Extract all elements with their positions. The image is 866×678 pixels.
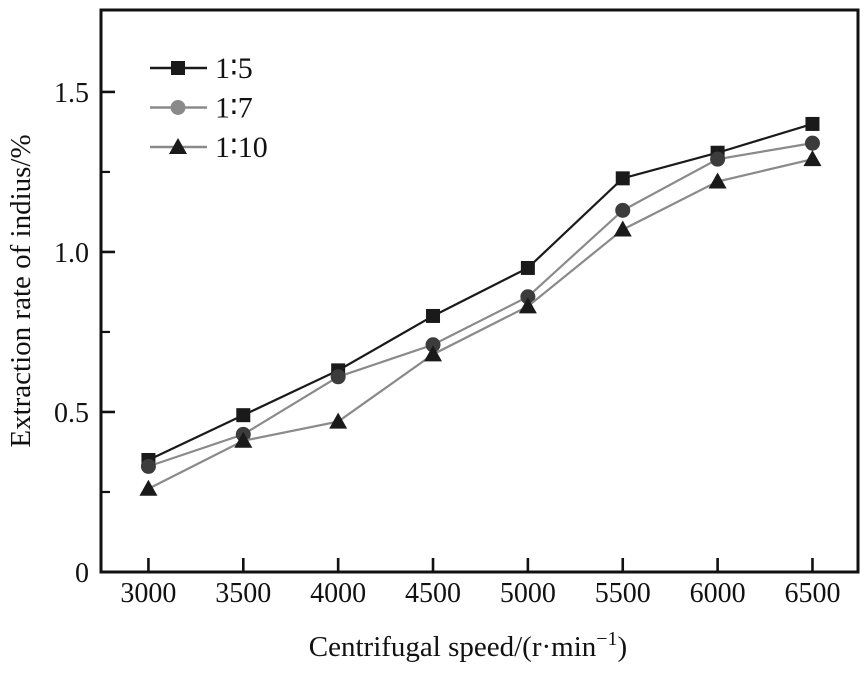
- data-point-triangle-marker: [708, 172, 727, 189]
- legend-square-marker: [171, 61, 185, 75]
- x-tick-label: 3500: [215, 578, 271, 609]
- data-point-square-marker: [520, 260, 535, 275]
- x-tick-label: 6000: [690, 578, 746, 609]
- x-tick-label: 4000: [310, 578, 366, 609]
- x-tick-label: 5500: [595, 578, 651, 609]
- y-axis-title: Extraction rate of indius/%: [5, 134, 37, 447]
- x-tick-label: 4500: [405, 578, 461, 609]
- data-point-circle-marker: [520, 289, 536, 305]
- data-point-circle-marker: [804, 135, 820, 151]
- data-point-circle-marker: [615, 202, 631, 218]
- legend-circle-marker: [170, 100, 186, 115]
- legend-label: 1∶10: [215, 131, 268, 164]
- data-point-circle-marker: [710, 151, 726, 167]
- x-tick-label: 5000: [500, 578, 556, 609]
- data-point-square-marker: [426, 308, 441, 323]
- x-axis-title: Centrifugal speed/(r·min−1): [309, 628, 627, 663]
- y-tick-label: 0: [75, 558, 89, 589]
- data-point-circle-marker: [425, 337, 441, 353]
- legend-label: 1∶7: [215, 92, 253, 125]
- data-point-triangle-marker: [329, 412, 348, 429]
- series-line: [147, 122, 813, 461]
- data-point-circle-marker: [140, 458, 156, 474]
- y-tick-label: 1.0: [54, 238, 89, 269]
- x-tick-label: 3000: [120, 578, 176, 609]
- data-point-triangle-marker: [803, 150, 822, 167]
- data-point-square-marker: [236, 408, 251, 423]
- series-line: [148, 142, 813, 468]
- legend-label: 1∶5: [215, 52, 253, 85]
- data-point-triangle-marker: [613, 220, 632, 237]
- data-point-triangle-marker: [518, 297, 537, 314]
- series-line: [147, 158, 813, 490]
- data-point-square-marker: [805, 116, 820, 131]
- data-point-circle-marker: [330, 369, 346, 385]
- data-point-square-marker: [615, 171, 630, 186]
- data-point-triangle-marker: [234, 431, 253, 448]
- y-tick-label: 0.5: [54, 398, 89, 429]
- data-point-triangle-marker: [139, 479, 158, 496]
- series-triangle: [139, 150, 822, 496]
- x-tick-label: 6500: [784, 578, 840, 609]
- y-axis: 0 0.5 1.0 1.5: [54, 78, 115, 589]
- legend: 1∶5 1∶7 1∶10: [150, 52, 268, 164]
- data-point-triangle-marker: [424, 345, 443, 362]
- plot-border: [99, 8, 860, 574]
- y-tick-label: 1.5: [54, 78, 89, 109]
- legend-triangle-marker: [169, 138, 187, 154]
- x-axis: 3000 3500 4000 4500 5000 5500 6000 6500: [120, 558, 840, 609]
